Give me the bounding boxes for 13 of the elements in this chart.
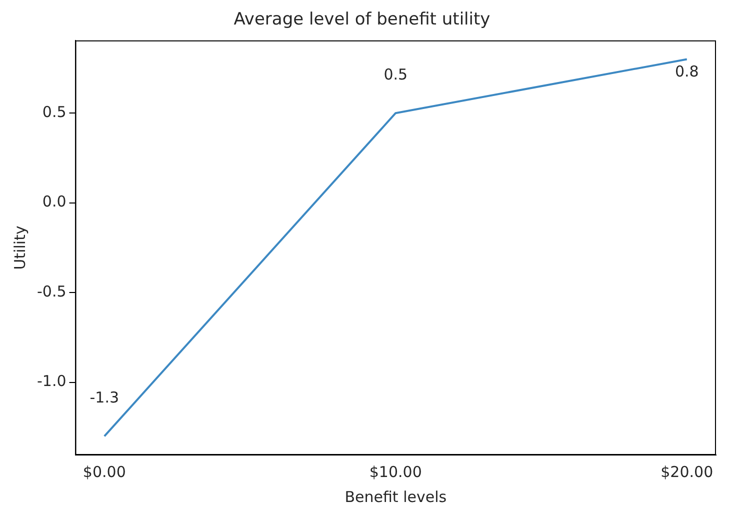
chart-title: Average level of benefit utility bbox=[234, 10, 490, 30]
x-tick-label: $20.00 bbox=[660, 462, 714, 481]
x-axis-title: Benefit levels bbox=[344, 488, 447, 506]
y-tick-label: -0.5 bbox=[36, 282, 66, 300]
y-tick-label: -1.0 bbox=[36, 372, 66, 390]
x-tick-label: $10.00 bbox=[369, 462, 422, 481]
x-tick-label: $0.00 bbox=[82, 462, 126, 481]
y-axis-title: Utility bbox=[10, 226, 29, 270]
data-label: -1.3 bbox=[90, 388, 120, 407]
y-tick-label: 0.0 bbox=[42, 192, 66, 211]
y-tick-label: 0.5 bbox=[42, 102, 66, 121]
data-label: 0.8 bbox=[674, 62, 699, 81]
data-label: 0.5 bbox=[384, 65, 408, 84]
